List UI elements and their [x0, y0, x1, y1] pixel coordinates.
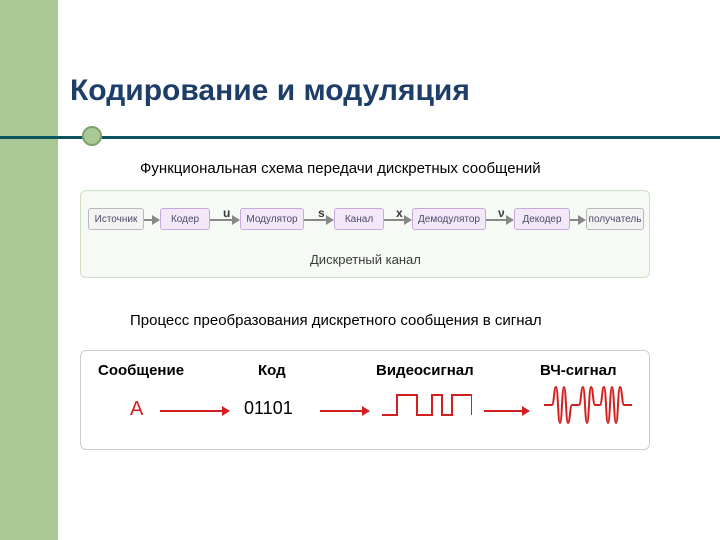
flow-block-4: Демодулятор [412, 208, 486, 230]
arrow-head-icon [404, 215, 412, 225]
arrow-head-icon [506, 215, 514, 225]
accent-dot [82, 126, 102, 146]
arrow-line [484, 410, 524, 412]
arrow-line [384, 219, 406, 221]
arrow-head-icon [578, 215, 586, 225]
flow-block-3: Канал [334, 208, 384, 230]
process-header-1: Код [258, 362, 286, 379]
arrow-head-icon [362, 406, 370, 416]
process-header-0: Сообщение [98, 362, 184, 379]
left-accent-stripe [0, 0, 58, 540]
flow-block-0: Источник [88, 208, 144, 230]
arrow-head-icon [522, 406, 530, 416]
signal-label-0: u [223, 206, 230, 220]
arrow-head-icon [232, 215, 240, 225]
signal-label-1: s [318, 206, 325, 220]
accent-line [0, 136, 720, 139]
rf-signal-icon [544, 382, 634, 428]
video-signal-icon [382, 390, 472, 420]
process-value-message: A [130, 398, 143, 421]
signal-label-3: ν [498, 206, 505, 220]
section1-subtitle: Функциональная схема передачи дискретных… [140, 160, 541, 177]
arrow-head-icon [152, 215, 160, 225]
flow-block-2: Модулятор [240, 208, 304, 230]
flow-block-5: Декодер [514, 208, 570, 230]
arrow-line [320, 410, 364, 412]
arrow-head-icon [326, 215, 334, 225]
process-header-2: Видеосигнал [376, 362, 474, 379]
flow-block-1: Кодер [160, 208, 210, 230]
process-value-code: 01101 [244, 398, 293, 419]
channel-label: Дискретный канал [310, 252, 421, 267]
signal-label-2: x [396, 206, 403, 220]
arrow-line [210, 219, 234, 221]
arrow-line [160, 410, 224, 412]
flow-block-6: получатель [586, 208, 644, 230]
process-header-3: ВЧ-сигнал [540, 362, 617, 379]
arrow-line [486, 219, 508, 221]
arrow-line [304, 219, 328, 221]
section2-subtitle: Процесс преобразования дискретного сообщ… [130, 312, 542, 329]
arrow-head-icon [222, 406, 230, 416]
page-title: Кодирование и модуляция [70, 74, 470, 108]
